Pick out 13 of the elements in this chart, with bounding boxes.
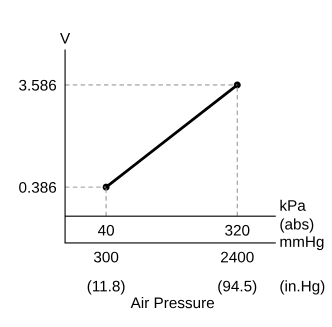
text: (11.8) bbox=[88, 280, 125, 295]
x2-axis-title: mmHg bbox=[280, 236, 324, 250]
text: (in.Hg) bbox=[280, 280, 324, 295]
x-axis-title: kPa (abs) bbox=[280, 200, 314, 233]
text: Air Pressure bbox=[130, 296, 214, 308]
text: (94.5) bbox=[218, 280, 256, 295]
y-axis-title: V bbox=[60, 33, 70, 44]
y-tick-label: 0.386 bbox=[19, 182, 56, 193]
x2-tick-label: 300 bbox=[94, 252, 118, 263]
x-tick-label: 320 bbox=[225, 224, 250, 236]
x2-tick-label: 2400 bbox=[221, 252, 254, 263]
y-tick-label: 3.586 bbox=[19, 80, 56, 91]
x-tick-label: 40 bbox=[98, 224, 114, 236]
